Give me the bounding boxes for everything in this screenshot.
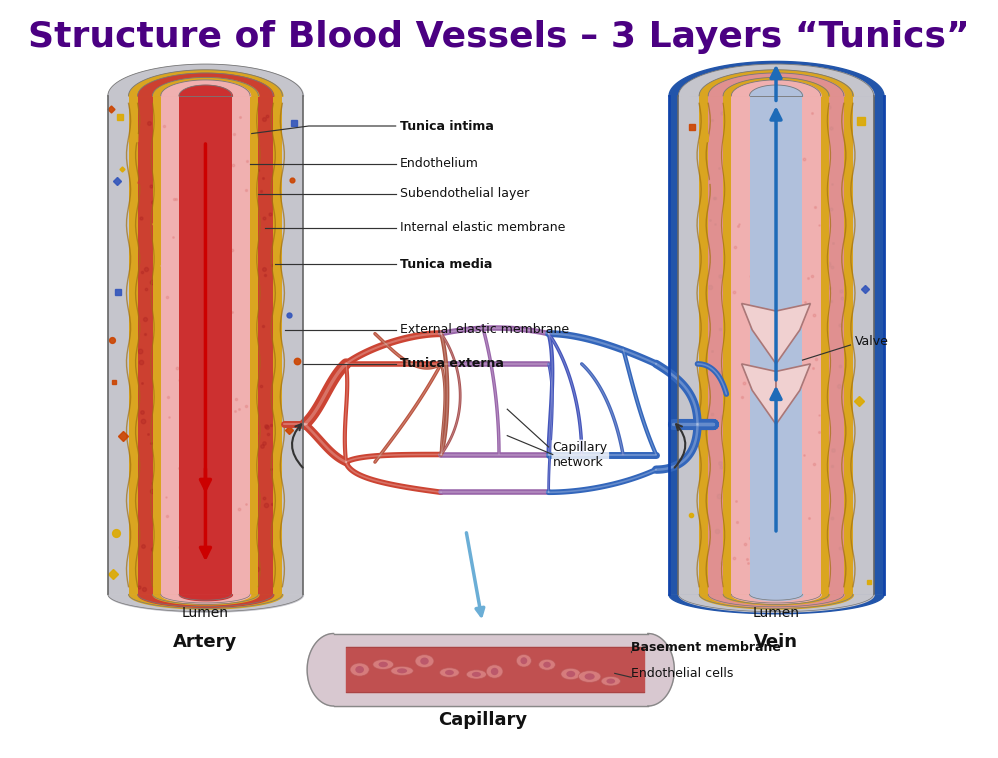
Ellipse shape <box>607 678 615 684</box>
Bar <box>700 96 709 594</box>
Text: Capillary
network: Capillary network <box>553 441 608 469</box>
Bar <box>138 96 273 594</box>
Text: Basement membrane: Basement membrane <box>632 641 781 654</box>
Ellipse shape <box>561 669 581 680</box>
Ellipse shape <box>539 659 556 670</box>
Text: Valve: Valve <box>854 335 888 348</box>
Bar <box>179 96 232 594</box>
Text: Tunica media: Tunica media <box>400 258 492 271</box>
Ellipse shape <box>585 673 595 680</box>
Ellipse shape <box>391 666 413 675</box>
Ellipse shape <box>415 655 434 668</box>
Polygon shape <box>742 303 776 364</box>
Bar <box>250 96 258 594</box>
Bar <box>679 96 873 594</box>
Text: Tunica intima: Tunica intima <box>400 120 494 133</box>
Bar <box>161 96 250 594</box>
Ellipse shape <box>445 670 454 675</box>
Ellipse shape <box>516 654 531 667</box>
Polygon shape <box>648 634 675 706</box>
Text: Capillary: Capillary <box>438 711 527 729</box>
Bar <box>820 96 829 594</box>
Ellipse shape <box>350 663 369 676</box>
Bar <box>153 96 161 594</box>
Ellipse shape <box>472 672 481 677</box>
Text: Subendothelial layer: Subendothelial layer <box>400 187 529 200</box>
Bar <box>724 96 732 594</box>
Ellipse shape <box>601 676 621 686</box>
Ellipse shape <box>520 657 527 664</box>
Ellipse shape <box>543 662 551 668</box>
Text: Structure of Blood Vessels – 3 Layers “Tunics”: Structure of Blood Vessels – 3 Layers “T… <box>28 20 970 55</box>
Ellipse shape <box>397 669 407 673</box>
Ellipse shape <box>566 671 575 677</box>
Polygon shape <box>742 364 776 424</box>
Text: Endothelium: Endothelium <box>400 157 479 171</box>
Text: Lumen: Lumen <box>182 606 229 620</box>
Ellipse shape <box>420 657 429 665</box>
Text: Internal elastic membrane: Internal elastic membrane <box>400 221 565 234</box>
Bar <box>749 96 802 594</box>
Text: Lumen: Lumen <box>752 606 799 620</box>
Bar <box>709 96 844 594</box>
Bar <box>873 96 883 594</box>
Ellipse shape <box>355 666 364 673</box>
Text: External elastic membrane: External elastic membrane <box>400 324 569 337</box>
Text: Vein: Vein <box>754 633 798 651</box>
Bar <box>108 96 303 594</box>
Ellipse shape <box>466 670 486 679</box>
Bar <box>669 96 679 594</box>
Ellipse shape <box>491 668 498 675</box>
Ellipse shape <box>486 665 503 678</box>
Text: Artery: Artery <box>174 633 238 651</box>
Ellipse shape <box>579 671 601 682</box>
Bar <box>273 96 282 594</box>
Text: Endothelial cells: Endothelial cells <box>632 667 734 681</box>
Polygon shape <box>776 303 810 364</box>
Bar <box>732 96 820 594</box>
Ellipse shape <box>373 659 393 669</box>
Text: Tunica externa: Tunica externa <box>400 357 504 371</box>
Bar <box>844 96 853 594</box>
Ellipse shape <box>439 668 459 678</box>
Polygon shape <box>307 634 333 706</box>
Ellipse shape <box>378 662 388 667</box>
Bar <box>129 96 138 594</box>
Polygon shape <box>776 364 810 424</box>
